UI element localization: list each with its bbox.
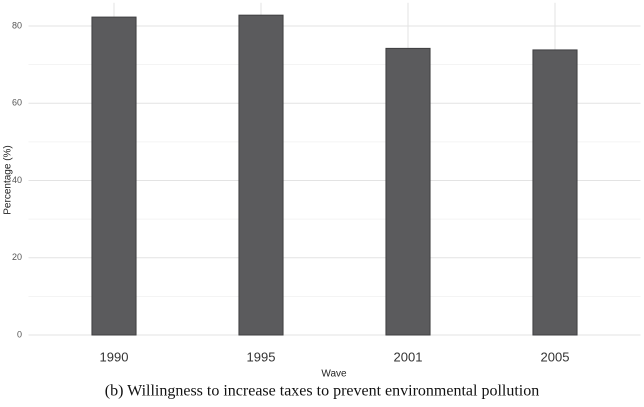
caption: (b) Willingness to increase taxes to pre… xyxy=(105,383,540,400)
y-tick-label: 20 xyxy=(12,252,22,262)
bar xyxy=(532,49,578,336)
x-tick-label: 1995 xyxy=(247,349,276,364)
bar xyxy=(385,47,431,336)
y-axis-label: Percentage (%) xyxy=(3,145,14,214)
bar xyxy=(91,16,137,336)
x-tick-label: 2005 xyxy=(541,349,570,364)
y-tick-label: 40 xyxy=(12,175,22,185)
x-tick-label: 2001 xyxy=(394,349,423,364)
x-tick-label: 1990 xyxy=(100,349,129,364)
y-tick-label: 80 xyxy=(12,20,22,30)
y-tick-label: 0 xyxy=(17,329,22,339)
bar xyxy=(238,14,284,336)
y-tick-label: 60 xyxy=(12,98,22,108)
x-axis-label: Wave xyxy=(321,369,347,380)
